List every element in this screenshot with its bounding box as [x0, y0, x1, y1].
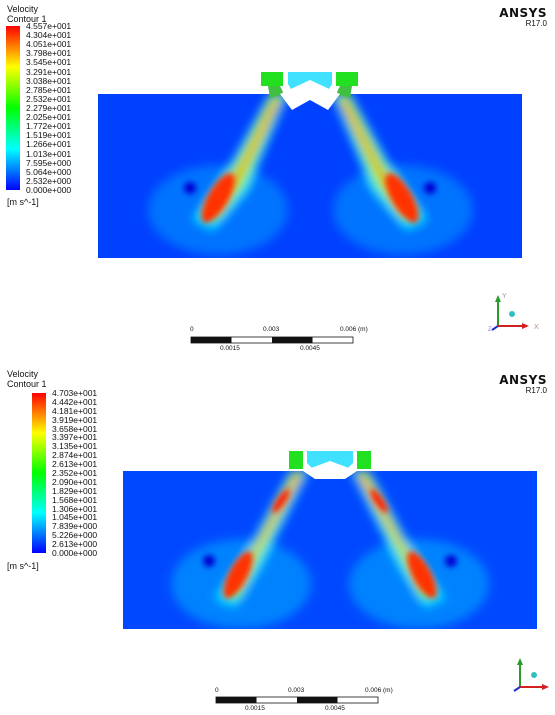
- legend-tick-label: 3.397e+001: [52, 432, 98, 443]
- scale-unit-label: (m): [358, 326, 368, 333]
- legend-tick-label: 4.181e+001: [52, 405, 98, 416]
- scale-tick-label: 0.006: [340, 326, 357, 333]
- legend-tick-label: 1.519e+001: [26, 130, 72, 141]
- legend-title-line: Contour 1: [7, 379, 47, 389]
- scale-sub-tick-label: 0.0045: [325, 705, 345, 712]
- color-legend-bar: [32, 393, 46, 553]
- legend-tick-label: 5.226e+000: [52, 530, 98, 541]
- scale-unit-label: (m): [383, 687, 393, 694]
- legend-tick-label: 2.874e+001: [52, 450, 98, 461]
- scale-sub-tick-label: 0.0015: [220, 345, 240, 352]
- contour-panel-2: Velocity Contour 1 4.703e+001 4.442e+001 4…: [0, 357, 555, 713]
- axis-x-label: X: [534, 324, 539, 331]
- legend-tick-label: 2.025e+001: [26, 112, 72, 123]
- legend-tick-label: 1.045e+001: [52, 512, 98, 523]
- legend-title: Velocity Contour 1: [7, 369, 47, 389]
- axis-triad: [513, 658, 549, 692]
- legend-units: [m s^-1]: [7, 197, 39, 207]
- right-inlet: [336, 72, 358, 86]
- legend-tick-label: 2.090e+001: [52, 476, 98, 487]
- legend-tick-label: 3.798e+001: [26, 48, 72, 59]
- legend-tick-label: 3.919e+001: [52, 414, 98, 425]
- right-inlet: [357, 451, 371, 469]
- legend-tick-label: 2.532e+000: [26, 175, 72, 186]
- scale-tick-label: 0: [190, 326, 194, 333]
- ansys-logo: ANSYS R17.0: [499, 6, 547, 28]
- legend-tick-label: 2.785e+001: [26, 84, 72, 95]
- left-inlet: [261, 72, 283, 86]
- ansys-logo: ANSYS R17.0: [499, 373, 547, 395]
- brand-name: ANSYS: [499, 6, 547, 20]
- legend-tick-label: 1.306e+001: [52, 503, 98, 514]
- legend-tick-label: 4.703e+001: [52, 388, 98, 398]
- legend-units: [m s^-1]: [7, 561, 39, 571]
- left-inlet: [289, 451, 303, 469]
- axis-y-label: Y: [502, 293, 507, 300]
- velocity-contour-plot: [98, 72, 522, 258]
- scale-ruler: [215, 696, 379, 704]
- scale-bar: 0 0.003 0.006 (m) 0.0015 0.0045: [190, 326, 370, 356]
- legend-tick-label: 1.568e+001: [52, 494, 98, 505]
- legend-title-line: Velocity: [7, 4, 39, 14]
- scale-sub-tick-label: 0.0045: [300, 345, 320, 352]
- legend-tick-label: 7.839e+000: [52, 521, 98, 532]
- legend-tick-label: 3.038e+001: [26, 75, 72, 86]
- axis-z-label: Z: [488, 327, 492, 332]
- scale-tick-label: 0.006: [365, 687, 382, 694]
- legend-tick-label: 1.772e+001: [26, 121, 72, 132]
- legend-tick-label: 3.135e+001: [52, 441, 98, 452]
- scale-tick-label: 0.003: [288, 687, 305, 694]
- legend-tick-label: 3.658e+001: [52, 423, 98, 434]
- legend-tick-label: 1.266e+001: [26, 139, 72, 150]
- legend-tick-label: 3.545e+001: [26, 57, 72, 68]
- legend-tick-label: 4.304e+001: [26, 30, 72, 41]
- scale-tick-label: 0: [215, 687, 219, 694]
- contour-panel-1: Velocity Contour 1 4.557e+001 4.304e+001 4…: [0, 0, 555, 356]
- color-legend-bar: [6, 26, 20, 190]
- scale-tick-label: 0.003: [263, 326, 280, 333]
- nozzle-gap: [303, 461, 357, 479]
- legend-tick-label: 4.442e+001: [52, 396, 98, 407]
- nozzle-gap: [280, 80, 340, 110]
- legend-tick-label: 0.000e+000: [26, 185, 72, 195]
- legend-tick-label: 4.051e+001: [26, 39, 72, 50]
- legend-title-line: Velocity: [7, 369, 39, 379]
- velocity-contour-plot: [123, 451, 537, 629]
- legend-tick-label: 7.595e+000: [26, 157, 72, 168]
- version-label: R17.0: [525, 19, 547, 28]
- version-label: R17.0: [525, 386, 547, 395]
- axis-triad: Y X Z: [488, 293, 539, 332]
- legend-tick-label: 0.000e+000: [52, 548, 98, 558]
- legend-tick-label: 1.829e+001: [52, 485, 98, 496]
- legend-tick-label: 3.291e+001: [26, 66, 72, 77]
- legend-tick-label: 2.279e+001: [26, 103, 72, 113]
- scale-bar: 0 0.003 0.006 (m) 0.0015 0.0045: [215, 687, 395, 715]
- scale-ruler: [190, 336, 354, 344]
- legend-title-line: Contour 1: [7, 14, 47, 24]
- legend-tick-label: 5.064e+000: [26, 166, 72, 177]
- legend-tick-label: 1.013e+001: [26, 148, 72, 159]
- legend-tick-label: 2.613e+001: [52, 459, 98, 470]
- legend-title: Velocity Contour 1: [7, 4, 47, 24]
- brand-name: ANSYS: [499, 373, 547, 387]
- legend-tick-label: 2.352e+001: [52, 468, 98, 478]
- legend-tick-label: 2.613e+000: [52, 539, 98, 550]
- scale-sub-tick-label: 0.0015: [245, 705, 265, 712]
- legend-tick-label: 2.532e+001: [26, 93, 72, 104]
- legend-tick-label: 4.557e+001: [26, 21, 72, 31]
